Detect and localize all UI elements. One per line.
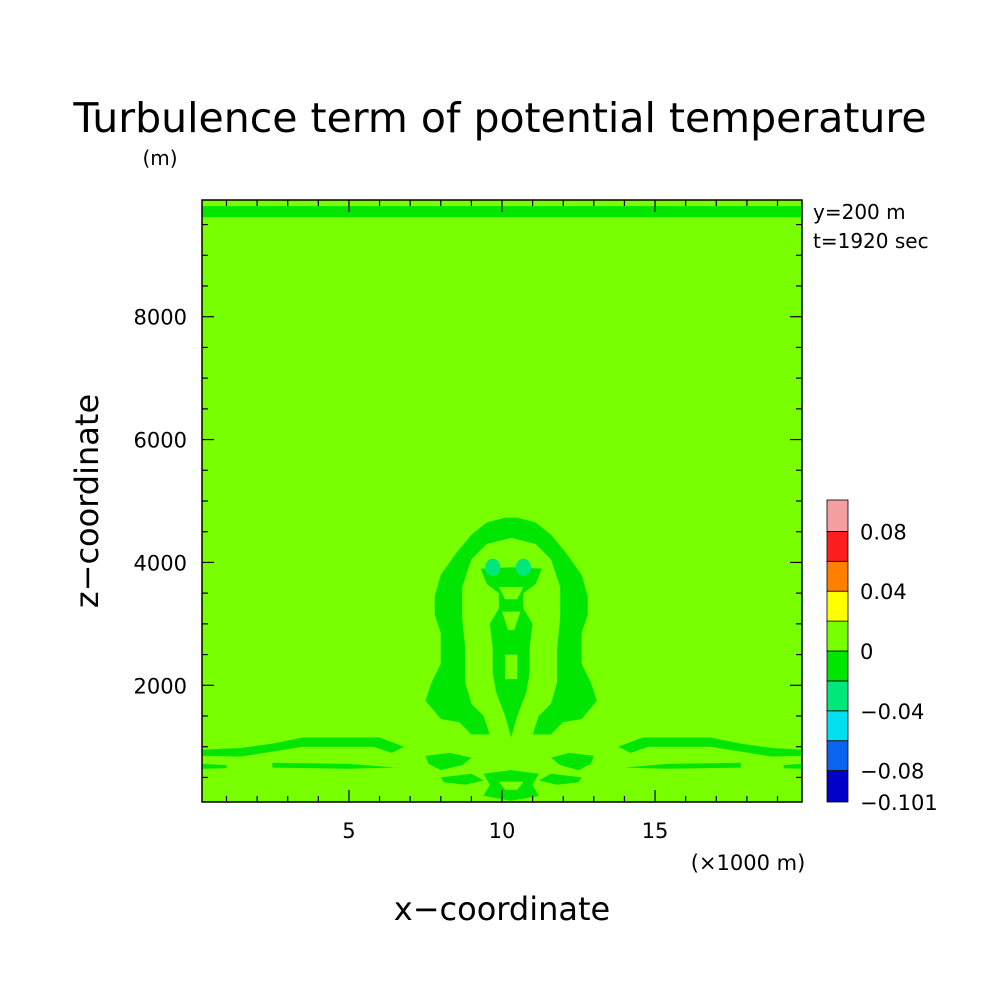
colorbar-label: −0.08 <box>860 760 924 784</box>
y-axis-label: z−coordinate <box>68 394 106 608</box>
contour-plume-outer-ring <box>425 517 597 735</box>
axis-ticks <box>202 200 802 802</box>
colorbar-label: −0.101 <box>860 791 938 815</box>
contour-right-edge-strip <box>783 763 802 769</box>
annotation-y: y=200 m <box>813 200 906 224</box>
contour-left-edge-strip <box>202 763 227 769</box>
colorbar-label: 0.08 <box>860 520 907 544</box>
contour-plume-core-hole <box>498 587 524 600</box>
colorbar: 0.08 0.04 0 −0.04 −0.08 −0.101 <box>826 499 938 815</box>
colorbar-swatch <box>826 530 849 562</box>
axis-tick-labels: 5 10 15 2000 4000 6000 8000 <box>134 306 669 843</box>
contour-left-spot <box>485 558 501 576</box>
colorbar-swatch <box>826 680 849 712</box>
x-tick-label: 15 <box>642 819 669 843</box>
y-tick-label: 8000 <box>134 306 187 330</box>
y-tick-label: 6000 <box>134 429 187 453</box>
y-tick-label: 2000 <box>134 674 187 698</box>
colorbar-swatch <box>826 650 849 682</box>
colorbar-swatch <box>826 590 849 622</box>
chart-title: Turbulence term of potential temperature <box>72 94 926 142</box>
colorbar-swatch <box>826 710 849 742</box>
contour-base-right-fragment-2 <box>538 773 582 785</box>
x-tick-label: 5 <box>342 819 355 843</box>
colorbar-swatch <box>826 740 849 772</box>
contour-right-low-band <box>618 737 802 757</box>
x-axis-label: x−coordinate <box>394 890 610 928</box>
y-unit-label: (m) <box>142 146 177 170</box>
colorbar-swatch <box>826 620 849 652</box>
contour-plume-core <box>480 567 542 738</box>
colorbar-swatch <box>826 499 849 532</box>
contour-plume-core-hole-3 <box>505 654 518 680</box>
colorbar-swatch <box>826 560 849 592</box>
colorbar-swatch <box>826 770 849 803</box>
contour-plume-core-hole-2 <box>502 611 521 630</box>
contour-base-left-fragment-2 <box>440 773 484 785</box>
plot-area <box>201 199 803 803</box>
contour-right-spot <box>515 558 532 576</box>
colorbar-label: 0.04 <box>860 580 907 604</box>
contour-left-low-strip <box>272 762 395 769</box>
contour-base-right-fragment <box>551 752 594 771</box>
x-tick-label: 10 <box>489 819 516 843</box>
contour-left-low-band <box>202 737 404 757</box>
field-background <box>202 200 802 802</box>
contour-base-left-fragment <box>425 752 472 771</box>
x-unit-label: (×1000 m) <box>691 851 806 875</box>
contour-right-low-strip <box>624 762 741 769</box>
annotation-t: t=1920 sec <box>813 229 929 253</box>
contour-base-center-hole <box>498 781 524 790</box>
y-tick-label: 4000 <box>134 551 187 575</box>
colorbar-label: −0.04 <box>860 700 924 724</box>
colorbar-label: 0 <box>860 640 873 664</box>
